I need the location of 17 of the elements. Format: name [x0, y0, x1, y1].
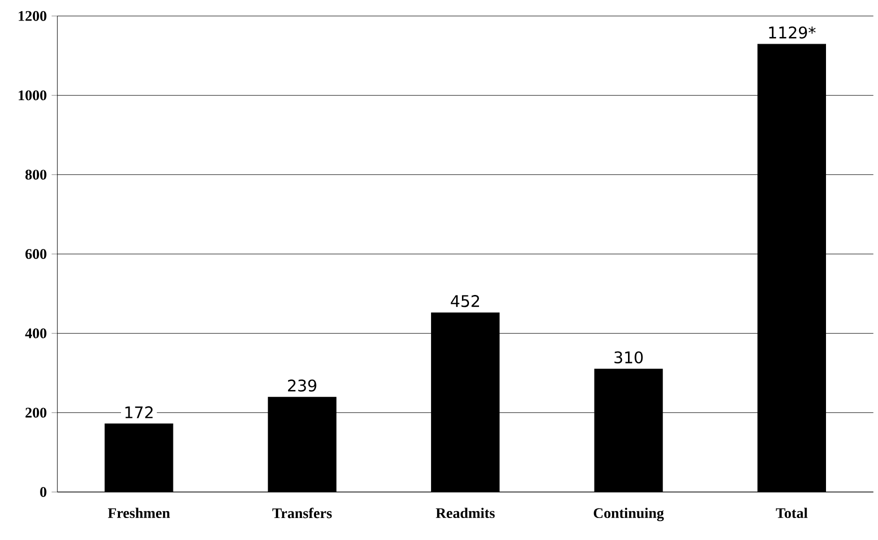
x-tick-label: Readmits — [436, 508, 495, 518]
data-label: 452 — [450, 295, 479, 308]
x-tick-label: Continuing — [594, 508, 664, 522]
y-tick-label: 800 — [25, 170, 46, 180]
data-label: 310 — [614, 351, 643, 364]
x-tick-label: Total — [776, 508, 808, 518]
y-tick-label: 600 — [25, 249, 46, 259]
data-label: 239 — [288, 379, 316, 392]
y-tick-label: 1200 — [18, 11, 46, 21]
y-tick-label: 400 — [25, 328, 46, 338]
data-label: 1129* — [769, 26, 816, 39]
y-tick-label: 200 — [26, 408, 46, 418]
x-tick-label: Transfers — [272, 508, 332, 518]
x-tick-label: Freshmen — [108, 508, 170, 518]
y-tick-label: 0 — [40, 487, 46, 497]
data-label: 172 — [125, 406, 153, 418]
y-tick-label: 1000 — [18, 90, 46, 100]
